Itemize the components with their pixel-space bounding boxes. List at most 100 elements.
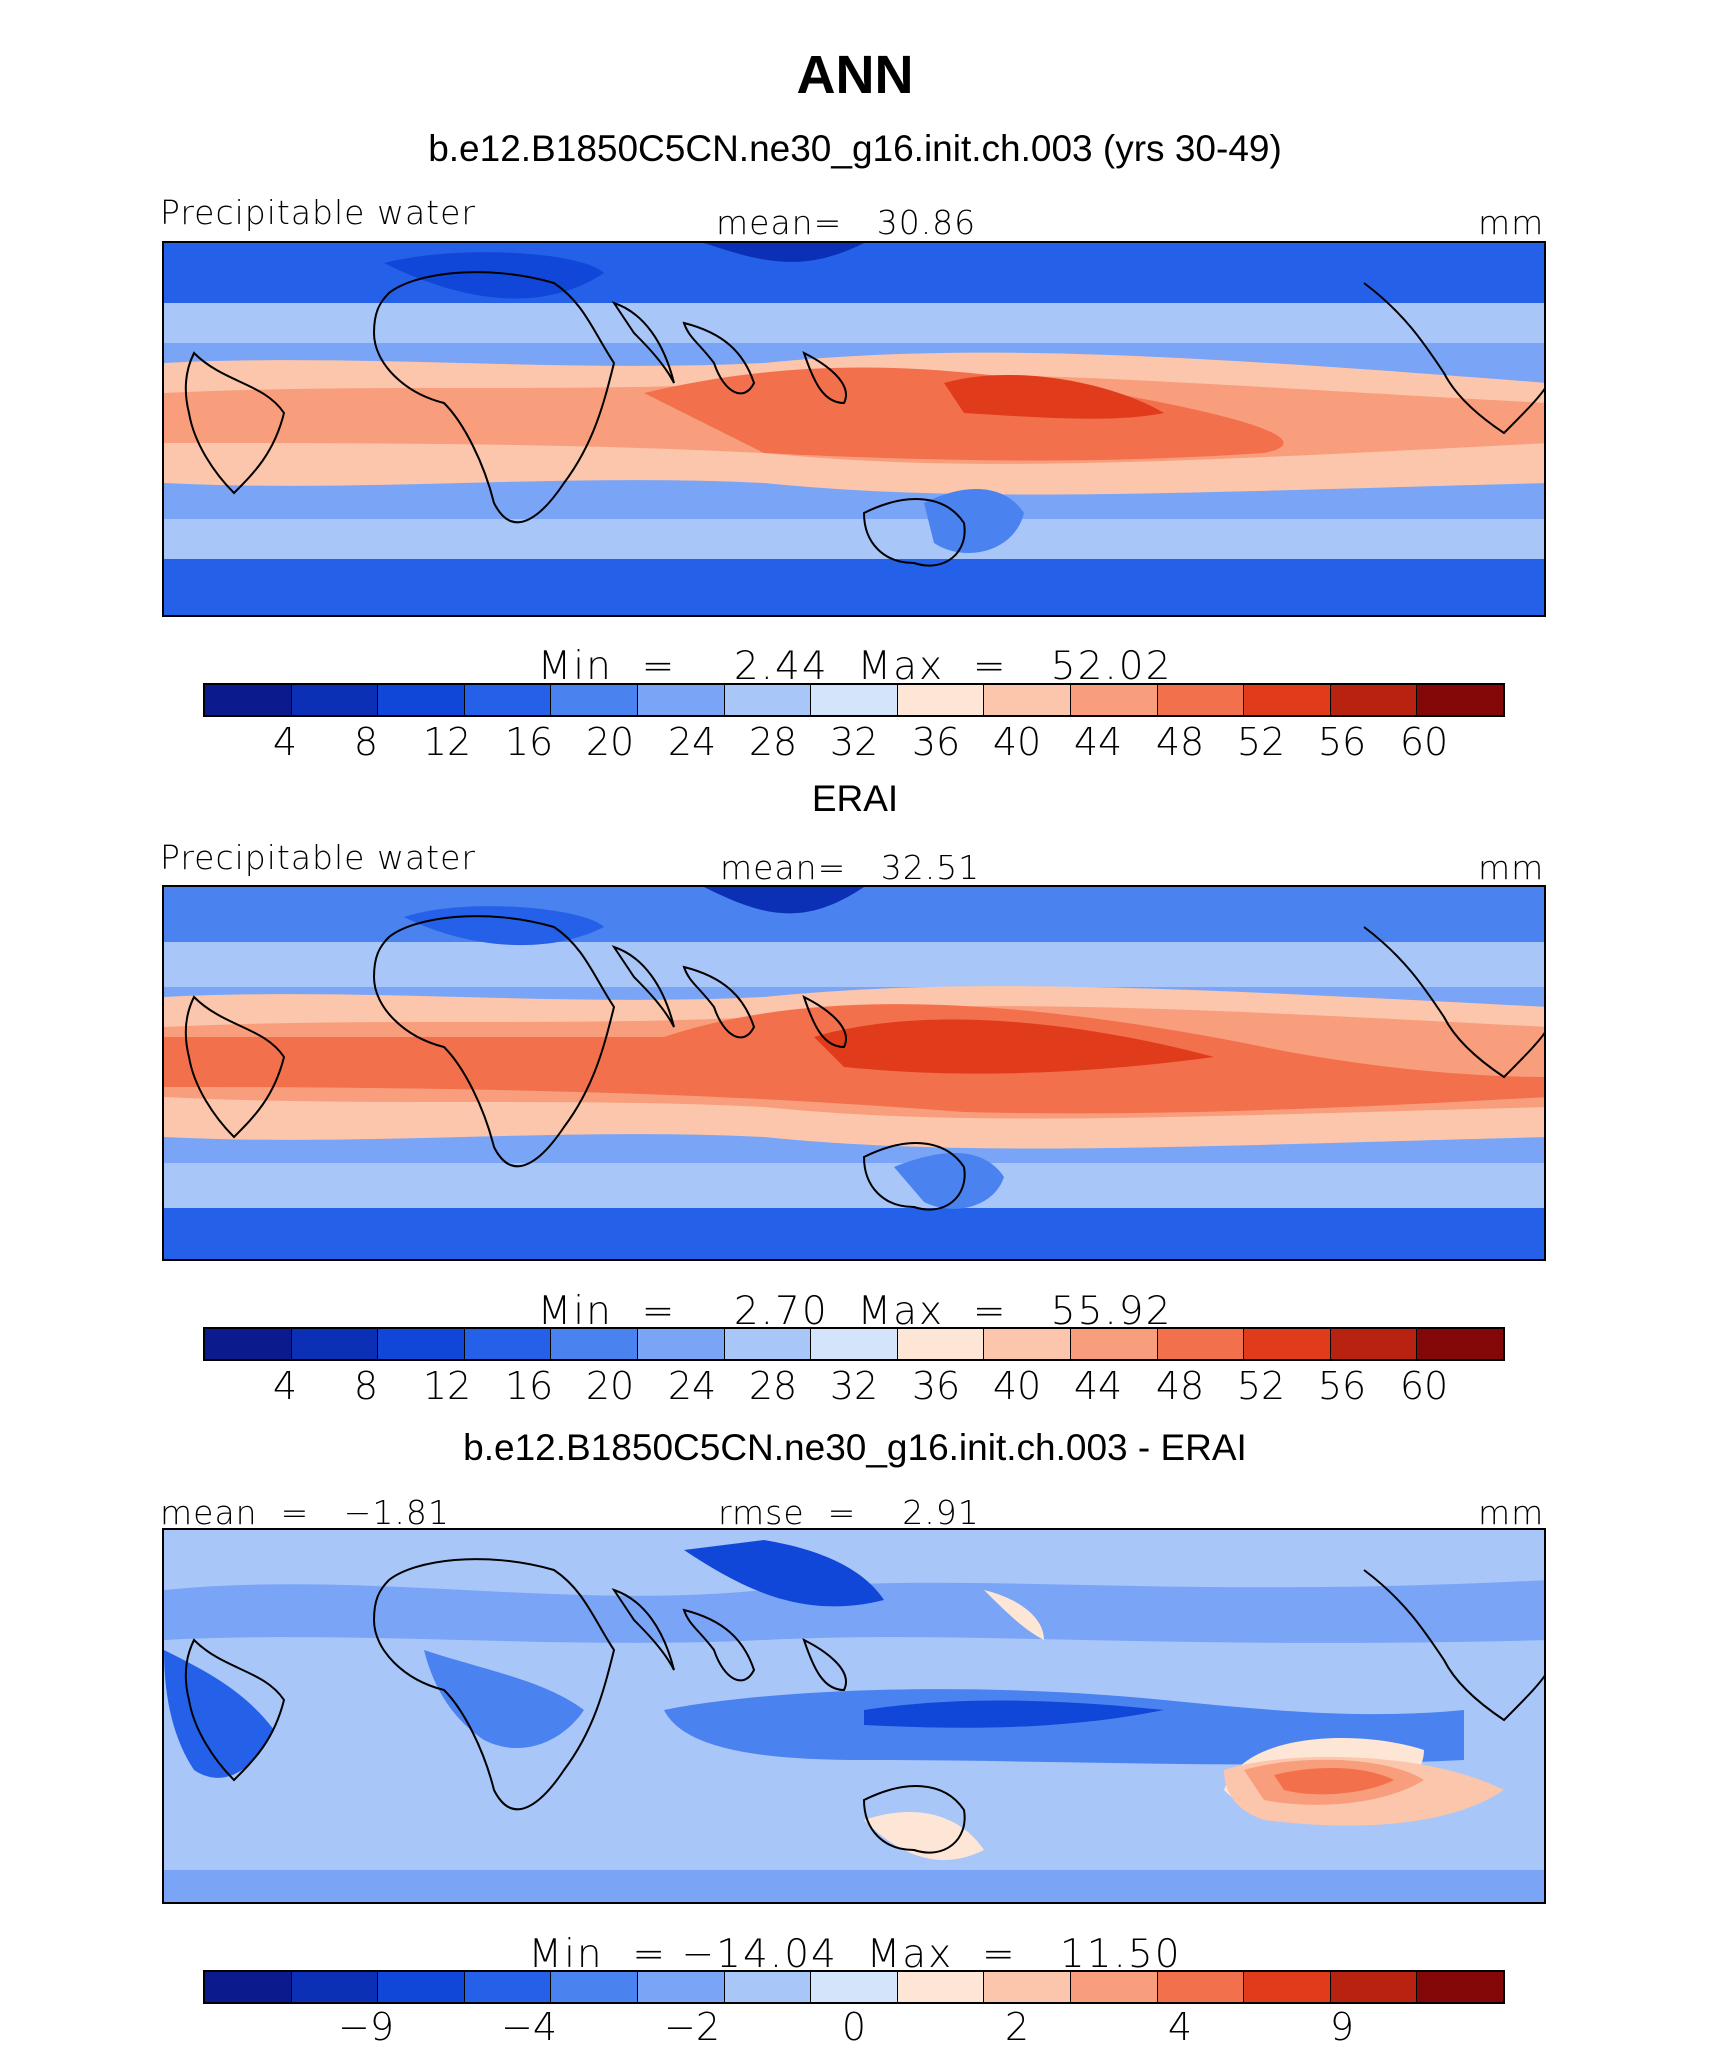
colorbar-swatch	[1157, 1329, 1245, 1359]
colorbar-swatch	[1244, 685, 1331, 715]
panel-2-mean-label: mean= 32.51	[720, 848, 981, 887]
panel-3-rmse-label: rmse = 2.91	[718, 1493, 980, 1532]
colorbar-swatch	[551, 685, 638, 715]
colorbar-swatch	[464, 1329, 552, 1359]
colorbar-tick: 36	[911, 1364, 961, 1408]
colorbar-tick: 28	[748, 1364, 798, 1408]
colorbar-swatch	[984, 685, 1071, 715]
colorbar-tick: 4	[272, 720, 298, 764]
page-title: ANN	[796, 45, 914, 105]
colorbar-tick: 56	[1317, 720, 1367, 764]
colorbar-tick: 32	[829, 1364, 879, 1408]
colorbar-swatch	[378, 1329, 465, 1359]
colorbar-swatch	[291, 1329, 379, 1359]
panel-1-heading: b.e12.B1850C5CN.ne30_g16.init.ch.003 (yr…	[428, 128, 1282, 169]
colorbar-tick: 52	[1236, 1364, 1286, 1408]
panel-3-mean-label: mean = −1.81	[160, 1493, 450, 1532]
colorbar-tick: 48	[1155, 1364, 1205, 1408]
colorbar-swatch	[205, 685, 292, 715]
colorbar-swatch	[897, 1972, 985, 2002]
colorbar-swatch	[1330, 685, 1418, 715]
colorbar-tick: −2	[663, 2005, 721, 2049]
panel-2-map	[162, 885, 1546, 1261]
colorbar-swatch	[1417, 1972, 1503, 2002]
colorbar-swatch	[811, 685, 898, 715]
colorbar-swatch	[1070, 1329, 1158, 1359]
colorbar-swatch	[897, 1329, 985, 1359]
colorbar-swatch	[464, 685, 552, 715]
panel-2-variable-label: Precipitable water	[160, 838, 476, 877]
colorbar-tick: 60	[1399, 1364, 1449, 1408]
colorbar-tick: 44	[1073, 1364, 1123, 1408]
panel-1-map	[162, 241, 1546, 617]
difference-map	[164, 1530, 1544, 1902]
panel-3-colorbar	[203, 1970, 1505, 2004]
colorbar-swatch	[1330, 1972, 1418, 2002]
colorbar-tick: 4	[272, 1364, 298, 1408]
panel-3-map	[162, 1528, 1546, 1904]
erai-precipitable-water-map	[164, 887, 1544, 1259]
colorbar-swatch	[637, 1329, 725, 1359]
panel-2-units-label: mm	[1478, 848, 1545, 887]
model-precipitable-water-map	[164, 243, 1544, 615]
colorbar-swatch	[984, 1972, 1071, 2002]
panel-3-minmax: Min = −14.04 Max = 11.50	[528, 1932, 1182, 1977]
colorbar-tick: 20	[585, 720, 635, 764]
colorbar-tick: 40	[992, 720, 1042, 764]
colorbar-swatch	[291, 685, 379, 715]
colorbar-swatch	[205, 1972, 292, 2002]
colorbar-tick: 12	[422, 720, 472, 764]
panel-1-mean-label: mean= 30.86	[716, 203, 977, 242]
colorbar-tick: 20	[585, 1364, 635, 1408]
panel-2-colorbar	[203, 1327, 1505, 1361]
colorbar-tick: 52	[1236, 720, 1286, 764]
colorbar-swatch	[811, 1972, 898, 2002]
colorbar-swatch	[1417, 1329, 1503, 1359]
colorbar-tick: 0	[841, 2005, 867, 2049]
colorbar-swatch	[984, 1329, 1071, 1359]
colorbar-swatch	[378, 685, 465, 715]
colorbar-tick: 24	[667, 720, 717, 764]
colorbar-tick: 24	[667, 1364, 717, 1408]
colorbar-tick: 36	[911, 720, 961, 764]
panel-3-heading: b.e12.B1850C5CN.ne30_g16.init.ch.003 - E…	[463, 1427, 1247, 1468]
colorbar-swatch	[637, 685, 725, 715]
colorbar-tick: 16	[504, 1364, 554, 1408]
colorbar-swatch	[724, 1972, 812, 2002]
colorbar-swatch	[1070, 1972, 1158, 2002]
colorbar-tick: 40	[992, 1364, 1042, 1408]
panel-2-heading: ERAI	[811, 778, 899, 819]
colorbar-tick: 12	[422, 1364, 472, 1408]
colorbar-tick: 8	[353, 720, 379, 764]
colorbar-swatch	[551, 1329, 638, 1359]
colorbar-swatch	[1244, 1329, 1331, 1359]
colorbar-tick: 32	[829, 720, 879, 764]
colorbar-tick: 8	[353, 1364, 379, 1408]
colorbar-tick: 60	[1399, 720, 1449, 764]
colorbar-swatch	[1070, 685, 1158, 715]
colorbar-swatch	[637, 1972, 725, 2002]
colorbar-swatch	[811, 1329, 898, 1359]
panel-2-minmax: Min = 2.70 Max = 55.92	[537, 1289, 1173, 1334]
colorbar-tick: 9	[1329, 2005, 1355, 2049]
colorbar-swatch	[724, 685, 812, 715]
colorbar-swatch	[551, 1972, 638, 2002]
colorbar-tick: 4	[1167, 2005, 1193, 2049]
colorbar-swatch	[378, 1972, 465, 2002]
panel-1-minmax: Min = 2.44 Max = 52.02	[537, 644, 1173, 689]
colorbar-swatch	[1244, 1972, 1331, 2002]
colorbar-swatch	[724, 1329, 812, 1359]
colorbar-swatch	[1417, 685, 1503, 715]
colorbar-swatch	[205, 1329, 292, 1359]
panel-1-colorbar	[203, 683, 1505, 717]
colorbar-swatch	[1157, 1972, 1245, 2002]
colorbar-tick: 48	[1155, 720, 1205, 764]
panel-3-units-label: mm	[1478, 1493, 1545, 1532]
panel-1-variable-label: Precipitable water	[160, 193, 476, 232]
colorbar-tick: −4	[500, 2005, 558, 2049]
panel-1-units-label: mm	[1478, 203, 1545, 242]
colorbar-tick: 2	[1004, 2005, 1030, 2049]
colorbar-swatch	[897, 685, 985, 715]
colorbar-tick: 56	[1317, 1364, 1367, 1408]
colorbar-swatch	[1330, 1329, 1418, 1359]
